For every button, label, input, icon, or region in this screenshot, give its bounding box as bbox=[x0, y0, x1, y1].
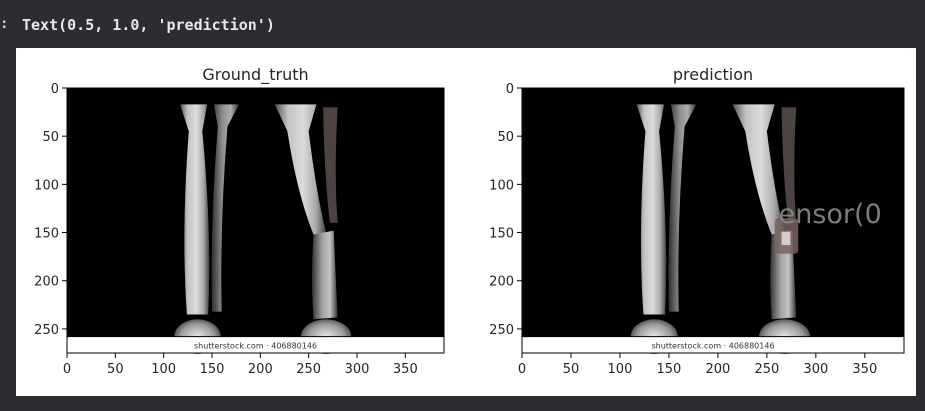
y-tick-label: 50 bbox=[497, 130, 514, 145]
x-tick-label: 0 bbox=[518, 362, 526, 377]
watermark-text: shutterstock.com · 406880146 bbox=[194, 342, 317, 351]
y-tick-label: 100 bbox=[489, 178, 514, 193]
xray-background bbox=[67, 88, 444, 337]
y-tick-label: 150 bbox=[34, 227, 59, 242]
cell-output-line: : Text(0.5, 1.0, 'prediction') bbox=[0, 0, 925, 48]
matplotlib-figure: shutterstock.com · 406880146 Ground_truth… bbox=[16, 48, 916, 396]
y-tick-label: 0 bbox=[51, 82, 59, 97]
image-panel-1: shutterstock.com · 406880146 Ground_truth… bbox=[34, 65, 445, 377]
y-tick-label: 0 bbox=[506, 82, 514, 97]
image-panel-2: shutterstock.com · 406880146 ensor(0 predi… bbox=[489, 65, 905, 377]
y-tick-label: 200 bbox=[489, 275, 514, 290]
panel-title: Ground_truth bbox=[202, 65, 308, 85]
y-tick-label: 100 bbox=[34, 178, 59, 193]
x-tick-label: 100 bbox=[608, 362, 633, 377]
x-tick-label: 50 bbox=[107, 362, 124, 377]
overlay-text: ensor(0 bbox=[779, 199, 882, 230]
x-tick-label: 100 bbox=[151, 362, 176, 377]
x-tick-label: 200 bbox=[248, 362, 273, 377]
axes-frame bbox=[521, 87, 905, 354]
x-tick-label: 300 bbox=[345, 362, 370, 377]
xray-background bbox=[522, 88, 904, 337]
y-tick-label: 200 bbox=[34, 275, 59, 290]
y-tick-label: 150 bbox=[489, 227, 514, 242]
panel-title: prediction bbox=[673, 65, 753, 84]
x-tick-label: 350 bbox=[393, 362, 418, 377]
x-tick-label: 250 bbox=[754, 362, 779, 377]
figure-canvas: shutterstock.com · 406880146 Ground_truth… bbox=[34, 65, 905, 377]
x-tick-label: 200 bbox=[705, 362, 730, 377]
watermark-text: shutterstock.com · 406880146 bbox=[651, 342, 774, 351]
x-tick-label: 150 bbox=[657, 362, 682, 377]
output-prompt: : bbox=[0, 16, 9, 32]
x-tick-label: 150 bbox=[200, 362, 225, 377]
x-tick-label: 350 bbox=[852, 362, 877, 377]
y-tick-label: 50 bbox=[42, 130, 59, 145]
axes-frame bbox=[66, 87, 445, 354]
y-tick-label: 250 bbox=[34, 323, 59, 338]
y-tick-label: 250 bbox=[489, 323, 514, 338]
output-text: Text(0.5, 1.0, 'prediction') bbox=[22, 16, 275, 34]
x-tick-label: 300 bbox=[803, 362, 828, 377]
x-tick-label: 0 bbox=[63, 362, 71, 377]
x-tick-label: 250 bbox=[296, 362, 321, 377]
x-tick-label: 50 bbox=[563, 362, 580, 377]
